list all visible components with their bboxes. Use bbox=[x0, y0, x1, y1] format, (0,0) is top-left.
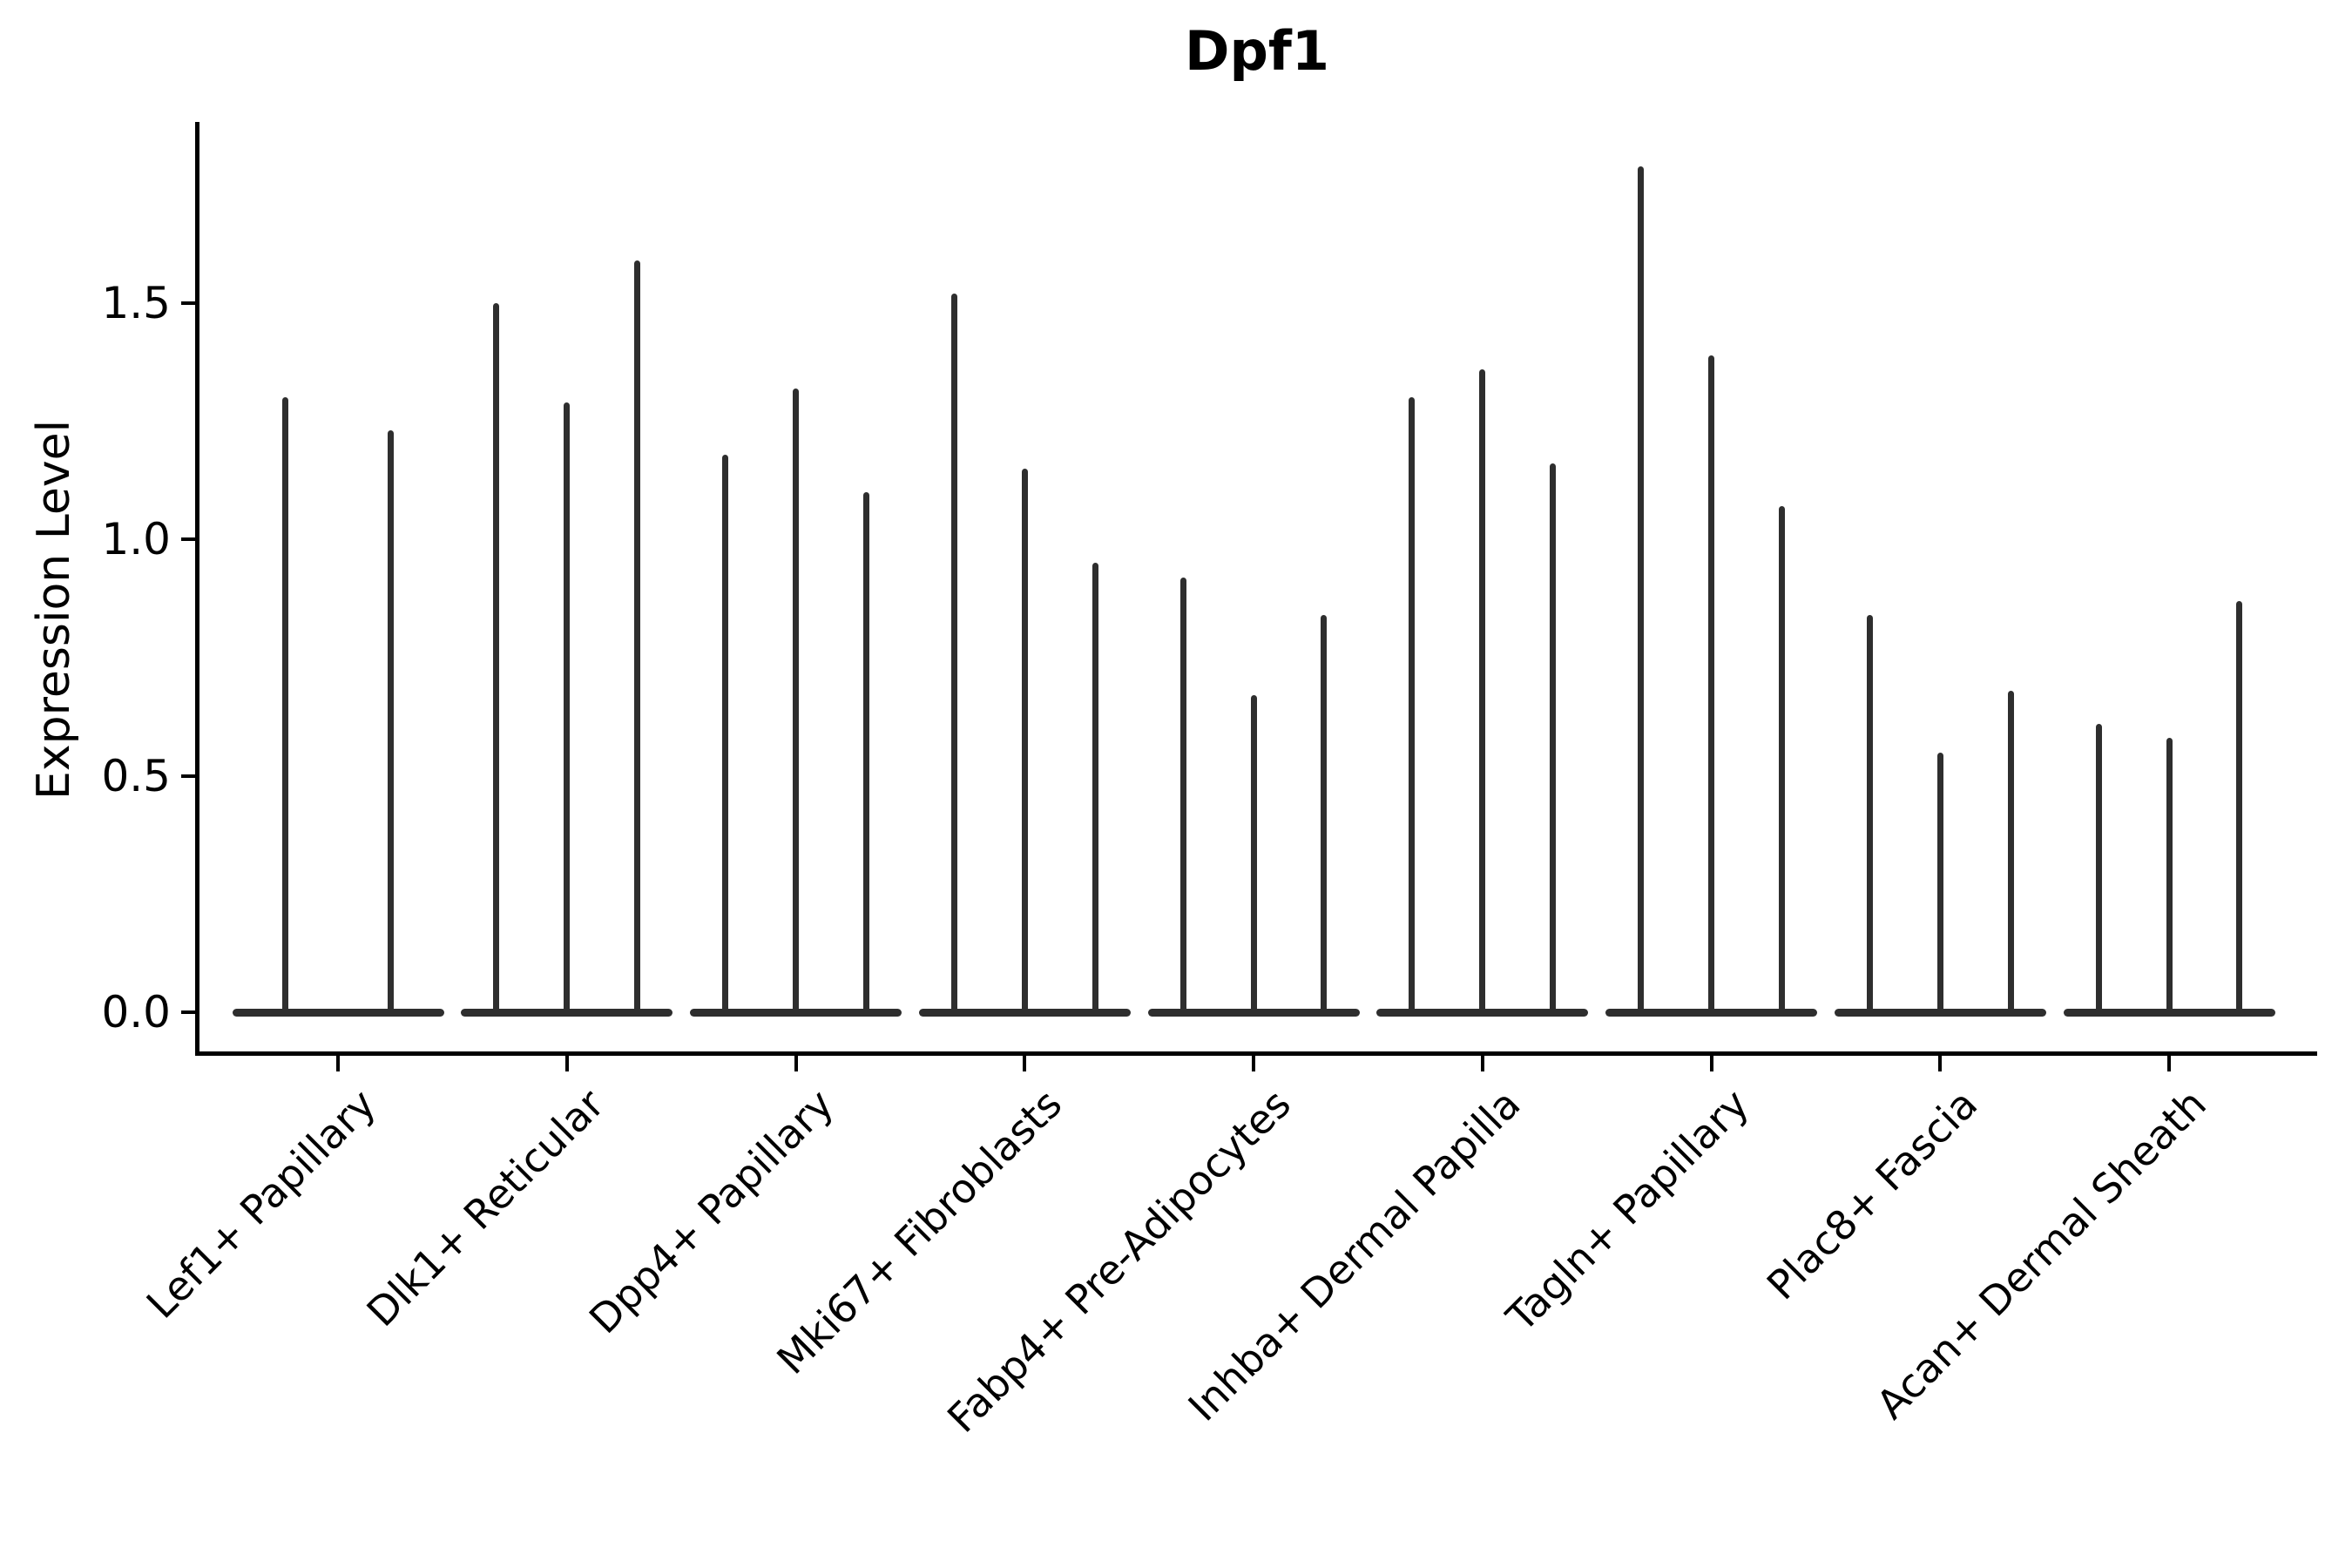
violin-spike bbox=[1409, 397, 1416, 1015]
violin-spike bbox=[1021, 468, 1028, 1015]
violin-spike bbox=[2007, 690, 2014, 1015]
y-tick bbox=[181, 537, 197, 542]
x-tick bbox=[1480, 1056, 1484, 1071]
violin-base bbox=[232, 1008, 444, 1017]
violin-spike bbox=[2236, 600, 2243, 1015]
violin-spike bbox=[950, 294, 957, 1015]
y-tick bbox=[181, 301, 197, 305]
y-tick-label: 1.0 bbox=[101, 514, 171, 565]
plot-title: Dpf1 bbox=[1185, 19, 1329, 83]
x-tick bbox=[564, 1056, 569, 1071]
x-axis-spine bbox=[195, 1051, 2317, 1056]
x-tick bbox=[1023, 1056, 1027, 1071]
violin-spike bbox=[1936, 752, 1943, 1015]
violin-spike bbox=[2166, 738, 2173, 1015]
violin-spike bbox=[1778, 506, 1785, 1015]
violin-spike bbox=[2095, 723, 2102, 1015]
x-tick bbox=[1709, 1056, 1713, 1071]
y-axis-spine bbox=[195, 122, 199, 1056]
violin-spike bbox=[1179, 577, 1186, 1015]
violin-spike bbox=[634, 260, 641, 1015]
x-tick bbox=[2167, 1056, 2171, 1071]
y-tick-label: 1.5 bbox=[101, 277, 171, 328]
violin-spike bbox=[1479, 368, 1486, 1015]
violin-spike bbox=[564, 402, 571, 1015]
x-tick bbox=[336, 1056, 340, 1071]
violin-spike bbox=[862, 492, 869, 1015]
y-tick-label: 0.0 bbox=[101, 987, 171, 1037]
x-tick bbox=[1252, 1056, 1255, 1071]
violin-spike bbox=[1321, 615, 1328, 1015]
x-tick bbox=[794, 1056, 798, 1071]
violin-spike bbox=[1550, 463, 1557, 1015]
violin-spike bbox=[282, 397, 288, 1015]
violin-spike bbox=[793, 388, 799, 1015]
violin-spike bbox=[722, 454, 729, 1015]
y-tick bbox=[181, 1010, 197, 1014]
violin-spike bbox=[1092, 563, 1098, 1015]
violin-spike bbox=[388, 430, 394, 1015]
violin-spike bbox=[1638, 166, 1645, 1015]
violin-spike bbox=[1866, 615, 1873, 1015]
x-category-label: Plac8+ Fascia bbox=[1758, 1080, 1987, 1309]
y-tick bbox=[181, 774, 197, 778]
x-category-label: Dpp4+ Papillary bbox=[579, 1080, 842, 1343]
x-category-label: Lef1+ Papillary bbox=[137, 1080, 385, 1328]
violin-spike bbox=[1250, 695, 1257, 1015]
violin-spike bbox=[1708, 355, 1714, 1015]
y-tick-label: 0.5 bbox=[101, 750, 171, 801]
x-category-label: Tagln+ Papillary bbox=[1497, 1080, 1758, 1341]
x-tick bbox=[1938, 1056, 1943, 1071]
y-axis-label: Expression Level bbox=[28, 419, 80, 801]
x-category-label: Dlk1+ Reticular bbox=[357, 1080, 613, 1336]
violin-spike bbox=[493, 302, 500, 1015]
